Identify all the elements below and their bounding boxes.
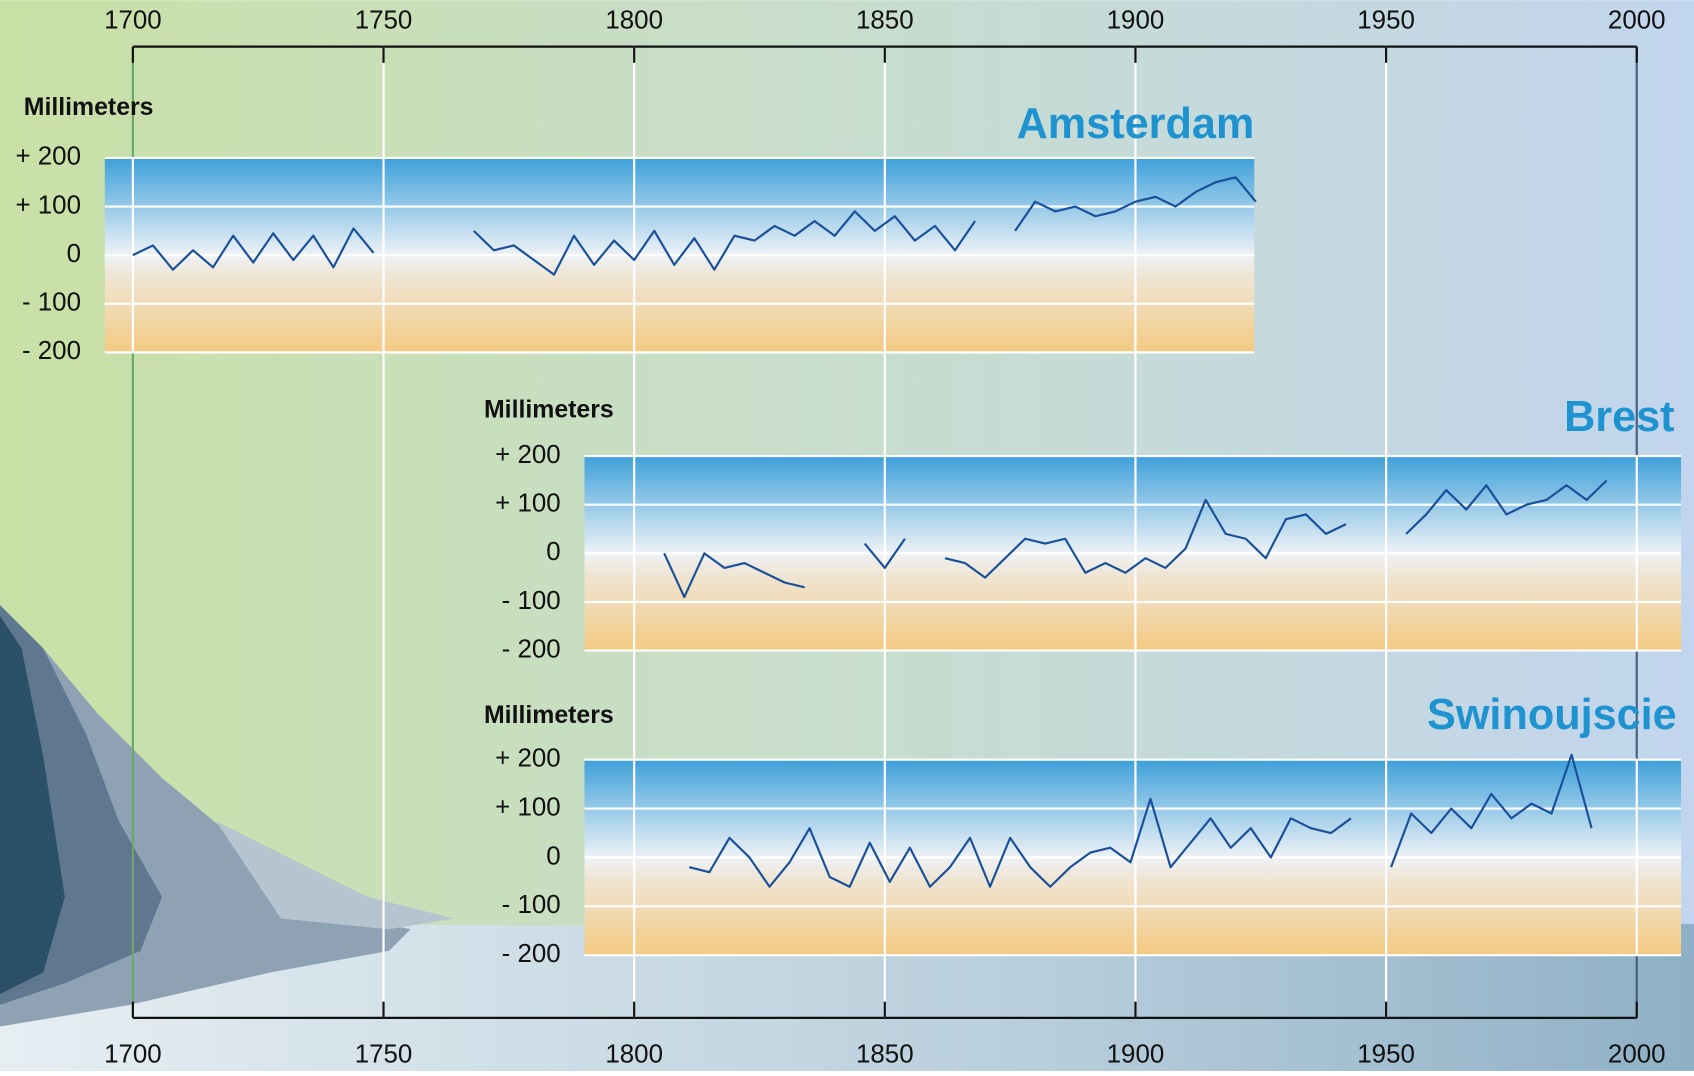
y-tick-label: - 200: [502, 635, 561, 663]
data-line: [689, 753, 1593, 888]
x-tick-label: 1900: [1107, 7, 1165, 35]
y-tick-label: - 200: [22, 337, 81, 365]
x-tick-label: 1800: [605, 1041, 663, 1069]
cliff: [216, 821, 454, 930]
x-tick-label: 1900: [1107, 1041, 1165, 1069]
chart-title: Brest: [1564, 393, 1674, 441]
x-tick-label: 1700: [104, 1041, 162, 1069]
x-tick-label: 1700: [104, 7, 162, 35]
y-tick-label: + 200: [495, 441, 561, 469]
chart-title: Swinoujscie: [1427, 691, 1677, 739]
data-line: [663, 479, 1608, 599]
y-tick-label: + 100: [495, 490, 561, 518]
panel-layer: + 200 + 100 0 - 100 - 200 Millimeters Amsterda…: [15, 94, 1682, 968]
y-axis-label: Millimeters: [24, 94, 154, 121]
y-tick-label: + 200: [495, 745, 561, 773]
y-axis-label: Millimeters: [484, 702, 614, 729]
y-tick-label: + 200: [15, 143, 81, 171]
x-tick-label: 1950: [1357, 1041, 1415, 1069]
chart-title: Amsterdam: [1017, 100, 1255, 148]
y-tick-label: - 100: [502, 891, 561, 919]
x-tick-label: 1850: [856, 7, 914, 35]
sea: [0, 923, 1694, 1071]
y-tick-label: 0: [67, 240, 81, 268]
y-tick-label: + 100: [15, 191, 81, 219]
y-tick-label: 0: [546, 538, 560, 566]
y-tick-label: - 100: [502, 587, 561, 615]
x-tick-label: 1850: [856, 1041, 914, 1069]
y-tick-label: - 200: [502, 940, 561, 968]
data-line: [132, 176, 1257, 276]
y-tick-label: - 100: [22, 289, 81, 317]
x-tick-label: 1950: [1357, 7, 1415, 35]
x-tick-label: 1750: [355, 1041, 413, 1069]
x-tick-label: 1750: [355, 7, 413, 35]
x-tick-label: 2000: [1608, 7, 1666, 35]
y-tick-label: 0: [546, 842, 560, 870]
cliff: [0, 615, 65, 995]
y-axis-label: Millimeters: [484, 396, 614, 423]
y-tick-label: + 100: [495, 793, 561, 821]
x-tick-label: 2000: [1608, 1041, 1666, 1069]
x-tick-label: 1800: [605, 7, 663, 35]
